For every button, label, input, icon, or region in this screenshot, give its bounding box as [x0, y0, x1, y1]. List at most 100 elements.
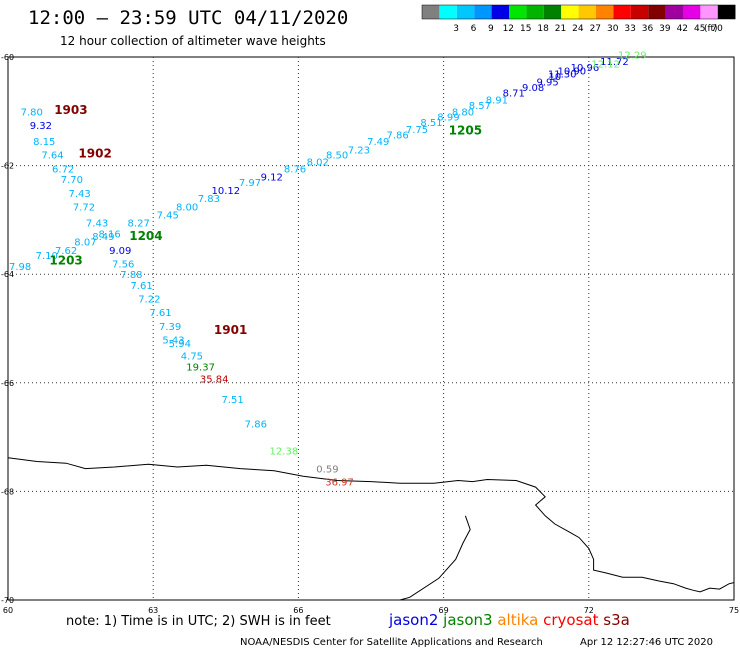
wave-height-point: 7.56 [112, 259, 134, 270]
legend-swatch [456, 5, 475, 19]
wave-height-point: 7.80 [21, 107, 43, 118]
track-time-labels: 1903 1902 1901 1204 1203 1205 [49, 103, 482, 337]
legend-unit: (ft) [704, 24, 718, 34]
satellite-legend: jason2 jason3 altika cryosat s3a [388, 611, 630, 629]
footer-note: note: 1) Time is in UTC; 2) SWH is in fe… [66, 614, 331, 629]
coastline-path [399, 515, 471, 601]
wave-height-point: 7.88 [120, 270, 142, 281]
page-subtitle: 12 hour collection of altimeter wave hei… [60, 34, 326, 48]
wave-height-point: 7.70 [61, 175, 83, 186]
wave-height-point: 8.16 [99, 229, 121, 240]
legend-swatch [543, 5, 562, 19]
wave-height-point: 7.23 [348, 145, 370, 156]
wave-height-point: 8.91 [486, 95, 508, 106]
wave-height-point: 7.83 [198, 194, 220, 205]
wave-height-point: 35.84 [200, 374, 229, 385]
wave-height-point: 8.71 [503, 88, 525, 99]
wave-height-point: 7.64 [41, 151, 63, 162]
x-tick-label: 69 [439, 606, 449, 615]
wave-height-point: 7.43 [68, 189, 90, 200]
legend-swatch [630, 5, 649, 19]
y-tick-label: -66 [1, 379, 14, 388]
legend-swatch [596, 5, 614, 19]
wave-height-points: 7.80 9.32 8.15 7.64 6.727.70 7.43 7.72 7.43 8.49… [9, 50, 647, 488]
wave-height-point: 12.12 [591, 60, 620, 71]
wave-height-point: 8.80 [452, 107, 474, 118]
wave-height-point: 19.37 [186, 363, 215, 374]
y-tick-labels: -60 -62 -64 -66 -68 -70 [1, 53, 14, 605]
wave-height-point: 8.57 [469, 101, 491, 112]
legend-label: 9 [488, 24, 494, 34]
wave-height-point: 10.12 [211, 186, 240, 197]
legend-swatch [422, 5, 440, 19]
wave-height-point: 9.09 [109, 246, 131, 257]
wave-height-point: 8.00 [176, 202, 198, 213]
wave-height-point: 11.72 [600, 57, 629, 68]
wave-height-point: 36.97 [325, 478, 354, 489]
x-tick-label: 75 [729, 606, 739, 615]
wave-height-point: 9.08 [522, 83, 544, 94]
legend-swatch [648, 5, 666, 19]
track-time-label: 1903 [54, 103, 87, 117]
legend-swatch [439, 5, 457, 19]
wave-height-point: 7.75 [406, 125, 428, 136]
wave-height-point: 7.62 [55, 246, 77, 257]
wave-height-point: 8.50 [326, 151, 348, 162]
x-tick-label: 63 [148, 606, 158, 615]
x-tick-label: 72 [584, 606, 594, 615]
legend-swatch [474, 5, 492, 19]
wave-height-point: 7.61 [130, 281, 152, 292]
legend-label: 6 [471, 24, 477, 34]
legend-label: 27 [590, 24, 601, 34]
wave-height-point: 5.94 [169, 339, 191, 350]
wave-height-point: 10 [549, 72, 562, 83]
wave-height-point: 6.72 [52, 164, 74, 175]
legend-label: 24 [572, 24, 584, 34]
wave-height-point: 8.02 [307, 157, 329, 168]
wave-height-legend: 3 6 9 12 15 18 21 24 27 30 33 36 39 42 45 70 [421, 4, 736, 34]
wave-height-point: 7.72 [73, 202, 95, 213]
legend-label: 45 [694, 24, 705, 34]
track-time-label: 1203 [49, 254, 82, 268]
wave-height-point: 9.32 [30, 121, 52, 132]
legend-swatch [717, 5, 736, 19]
wave-height-point: 12.29 [618, 50, 647, 61]
wave-height-point: 8.99 [437, 113, 459, 124]
y-tick-label: -70 [1, 596, 14, 605]
x-tick-label: 66 [293, 606, 303, 615]
coastline-path [7, 457, 735, 593]
satellite-jason2: jason2 [388, 611, 438, 629]
satellite-s3a: s3a [599, 611, 630, 629]
legend-label: 3 [453, 24, 459, 34]
wave-height-point: 7.51 [221, 395, 243, 406]
wave-height-point: 8.51 [420, 118, 442, 129]
legend-label: 36 [642, 24, 654, 34]
page-title: 12:00 – 23:59 UTC 04/11/2020 [28, 7, 348, 29]
coastline [7, 457, 735, 601]
y-tick-label: -60 [1, 53, 14, 62]
legend-swatch [613, 5, 631, 19]
wave-height-point: 7.97 [239, 178, 261, 189]
wave-height-point: 7.86 [245, 420, 267, 431]
wave-height-point: 7.45 [157, 210, 179, 221]
wave-height-point: 10.96 [571, 63, 600, 74]
track-time-label: 1204 [129, 229, 162, 243]
legend-swatch [491, 5, 509, 19]
wave-height-point: 9.12 [261, 172, 283, 183]
legend-swatch [578, 5, 596, 19]
wave-height-point: 7.22 [138, 295, 160, 306]
wave-height-point: 11.30 [548, 69, 577, 80]
track-time-label: 1901 [214, 323, 247, 337]
wave-height-point: 7.43 [86, 219, 108, 230]
legend-label: 21 [555, 24, 566, 34]
wave-height-point: 8.15 [33, 137, 55, 148]
satellite-cryosat: cryosat [538, 611, 598, 629]
wave-height-point: 7.10 [36, 251, 58, 262]
wave-height-point: 7.49 [367, 137, 389, 148]
legend-swatch [526, 5, 544, 19]
wave-height-point: 8.76 [284, 164, 306, 175]
y-tick-label: -64 [1, 270, 14, 279]
wave-height-point: 8.27 [128, 219, 150, 230]
legend-label: 30 [607, 24, 619, 34]
legend-label: 33 [624, 24, 635, 34]
